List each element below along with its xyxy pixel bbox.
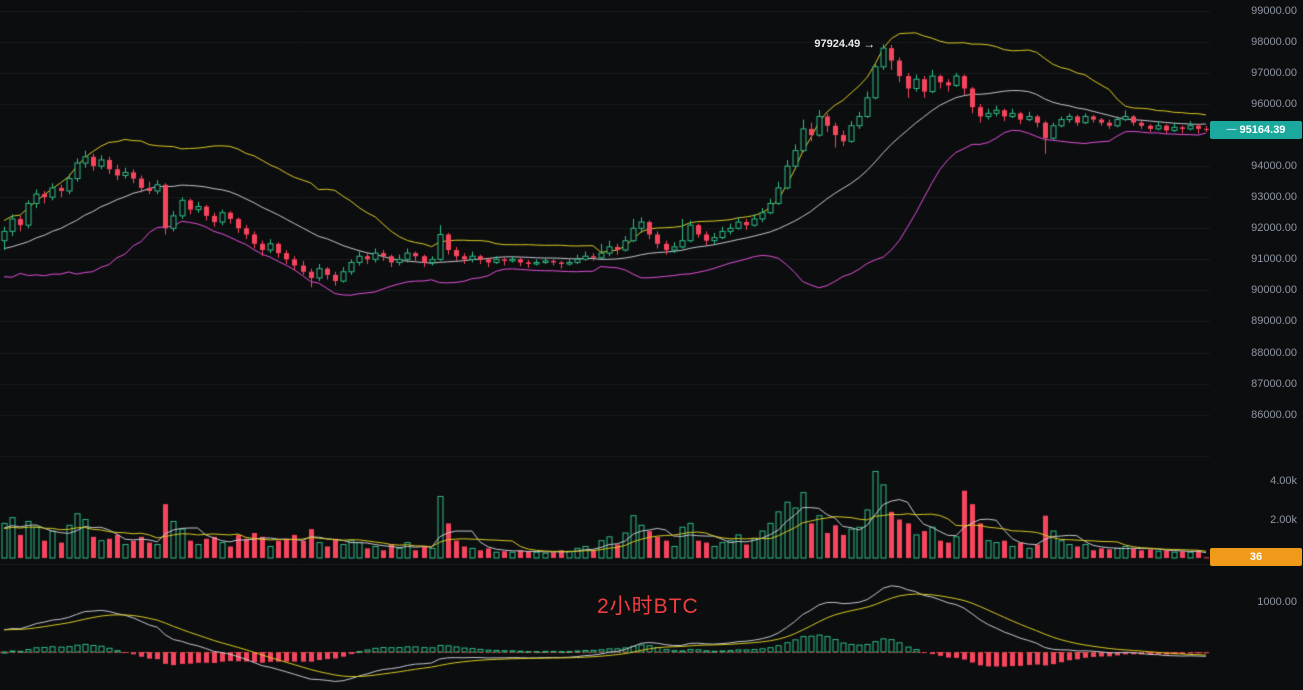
price-axis[interactable]: 99000.00 98000.00 97000.00 96000.00 94000.00… [1210,0,1303,690]
price-tick-label: 88000.00 [1251,346,1297,359]
arrow-right-icon: → [863,37,876,52]
price-tick-label: 97000.00 [1251,66,1297,79]
price-tick-label: 93000.00 [1251,191,1297,204]
volume-tick-label: 4.00k [1270,475,1297,488]
high-price-annotation: 97924.49 → [814,37,875,51]
last-volume-value: 36 [1249,551,1263,564]
timeframe-symbol-watermark: 2小时BTC [597,595,699,618]
last-volume-badge: 36 [1210,548,1302,567]
last-price-badge: — 95164.39 [1210,120,1302,139]
candlestick-chart-canvas[interactable] [0,0,1210,690]
volume-tick-label: 2.00k [1270,513,1297,526]
price-tick-label: 99000.00 [1251,4,1297,17]
price-tick-label: 86000.00 [1251,408,1297,421]
price-tick-label: 87000.00 [1251,377,1297,390]
macd-tick-label: 1000.00 [1257,596,1297,608]
price-tick-label: 96000.00 [1251,98,1297,111]
price-tick-label: 90000.00 [1251,284,1297,297]
high-price-label: 97924.49 [814,38,861,51]
price-tick-label: 89000.00 [1251,315,1297,328]
price-line-tick: — [1226,123,1237,135]
price-tick-label: 92000.00 [1251,222,1297,235]
price-tick-label: 94000.00 [1251,160,1297,173]
price-tick-label: 98000.00 [1251,35,1297,48]
last-price-value: 95164.39 [1239,123,1286,136]
price-tick-label: 91000.00 [1251,253,1297,266]
